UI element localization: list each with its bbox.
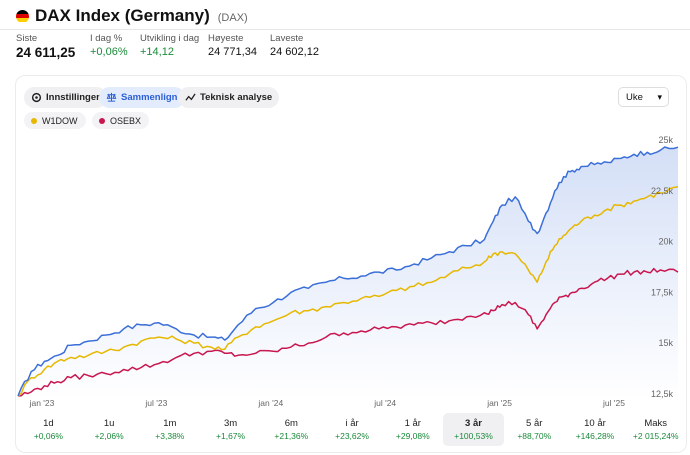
- stat-high: Høyeste 24 771,34: [208, 33, 270, 59]
- chart-card: Innstillinger Sammenlign Teknisk analyse…: [15, 75, 687, 453]
- series-line-osebx: [17, 267, 679, 397]
- stat-label: Siste: [16, 33, 38, 44]
- compare-chip-label: W1DOW: [42, 115, 78, 126]
- period-button-5[interactable]: i år +23,62%: [322, 413, 383, 446]
- period-change: +0,06%: [33, 430, 63, 441]
- technical-analysis-button[interactable]: Teknisk analyse: [178, 87, 280, 108]
- y-tick-label: 20k: [658, 237, 673, 247]
- settings-label: Innstillinger: [46, 92, 100, 103]
- period-change: +88,70%: [517, 430, 552, 441]
- x-tick-label: jan '23: [29, 398, 55, 408]
- chevron-down-icon: ▾: [657, 92, 662, 102]
- flag-stripe: [16, 9, 29, 14]
- period-label: 10 år: [584, 417, 606, 429]
- period-change: +146,28%: [575, 430, 615, 441]
- compare-chip-label: OSEBX: [110, 115, 142, 126]
- stat-value: 24 602,12: [270, 46, 319, 58]
- y-tick-label: 22,5k: [651, 186, 674, 196]
- header-divider: [0, 29, 690, 30]
- series-dot: [99, 117, 105, 124]
- y-tick-label: 25k: [658, 135, 673, 145]
- series-line-dax: [17, 146, 679, 397]
- period-change: +21,36%: [274, 430, 309, 441]
- period-label: 3m: [223, 417, 238, 429]
- period-button-0[interactable]: 1d +0,06%: [18, 413, 79, 446]
- interval-value: Uke: [626, 91, 643, 103]
- technical-analysis-label: Teknisk analyse: [200, 92, 273, 103]
- period-button-2[interactable]: 1m +3,38%: [139, 413, 200, 446]
- price-chart[interactable]: 25k 22,5k 20k 17,5k 15k 12,5k jan '23 jul '23 ja…: [16, 76, 688, 416]
- period-button-6[interactable]: 1 år +29,08%: [382, 413, 443, 446]
- stat-day-change: Utvikling i dag +14,12: [140, 33, 208, 59]
- stat-value: +14,12: [140, 46, 174, 58]
- stat-label: Høyeste: [208, 33, 244, 44]
- x-tick-label: jan '25: [486, 398, 512, 408]
- series-dot: [31, 117, 37, 124]
- period-label: 6m: [284, 417, 298, 429]
- period-label: Maks: [644, 417, 668, 429]
- page-header: DAX Index (Germany) (DAX): [16, 5, 248, 27]
- period-label: 1 år: [404, 417, 421, 429]
- compare-chip-w1dow[interactable]: W1DOW: [24, 112, 86, 129]
- period-label: 1m: [163, 417, 177, 429]
- series-line-w1dow: [17, 186, 679, 397]
- x-tick-label: jul '25: [602, 398, 625, 408]
- x-tick-label: jan '24: [257, 398, 283, 408]
- period-button-9[interactable]: 10 år +146,28%: [565, 413, 626, 446]
- period-label: 3 år: [465, 417, 482, 429]
- x-tick-label: jul '23: [144, 398, 167, 408]
- y-tick-label: 15k: [658, 338, 673, 348]
- period-button-4[interactable]: 6m +21,36%: [261, 413, 322, 446]
- period-button-3[interactable]: 3m +1,67%: [200, 413, 261, 446]
- y-tick-label: 12,5k: [651, 389, 674, 399]
- period-button-8[interactable]: 5 år +88,70%: [504, 413, 565, 446]
- stat-last: Siste 24 611,25: [16, 33, 90, 59]
- stat-day-percent: I dag % +0,06%: [90, 33, 140, 59]
- scale-icon: [106, 92, 117, 102]
- period-change: +2 015,24%: [632, 430, 679, 441]
- period-button-10[interactable]: Maks +2 015,24%: [625, 413, 686, 446]
- trend-line-icon: [185, 93, 196, 101]
- page-title: DAX Index (Germany): [35, 6, 210, 25]
- period-change: +1,67%: [216, 430, 246, 441]
- period-change: +23,62%: [335, 430, 369, 441]
- compare-button[interactable]: Sammenlign: [99, 87, 185, 108]
- compare-label: Sammenlign: [121, 92, 178, 103]
- period-change: +2,06%: [94, 430, 124, 441]
- stat-label: I dag %: [90, 33, 123, 44]
- period-label: 5 år: [526, 417, 543, 429]
- stat-label: Laveste: [270, 33, 304, 44]
- y-tick-label: 17,5k: [651, 287, 674, 297]
- stats-row: Siste 24 611,25 I dag % +0,06% Utvikling…: [16, 33, 340, 59]
- compare-chip-osebx[interactable]: OSEBX: [92, 112, 150, 129]
- flag-stripe: [16, 18, 29, 23]
- stat-label: Utvikling i dag: [140, 33, 200, 44]
- series-area-dax: [18, 147, 678, 400]
- period-selector: 1d +0,06% 1u +2,06% 1m +3,38% 3m +1,67% 6m +21,36…: [18, 413, 686, 446]
- period-change: +3,38%: [155, 430, 185, 441]
- period-label: 1u: [103, 417, 115, 429]
- stat-value: 24 771,34: [208, 46, 257, 58]
- period-button-1[interactable]: 1u +2,06%: [79, 413, 140, 446]
- period-label: i år: [345, 417, 359, 429]
- period-button-7[interactable]: 3 år +100,53%: [443, 413, 504, 446]
- stat-low: Laveste 24 602,12: [270, 33, 340, 59]
- period-label: 1d: [43, 417, 54, 429]
- interval-select[interactable]: Uke ▾: [618, 87, 669, 107]
- ticker-symbol: (DAX): [217, 11, 248, 24]
- stat-value: 24 611,25: [16, 45, 76, 60]
- period-change: +100,53%: [454, 430, 493, 441]
- gear-icon: [31, 92, 42, 103]
- settings-button[interactable]: Innstillinger: [24, 87, 107, 108]
- period-change: +29,08%: [395, 430, 430, 441]
- flag-stripe: [16, 13, 29, 19]
- x-tick-label: jul '24: [373, 398, 396, 408]
- stat-value: +0,06%: [90, 46, 128, 58]
- germany-flag-icon: [16, 9, 29, 23]
